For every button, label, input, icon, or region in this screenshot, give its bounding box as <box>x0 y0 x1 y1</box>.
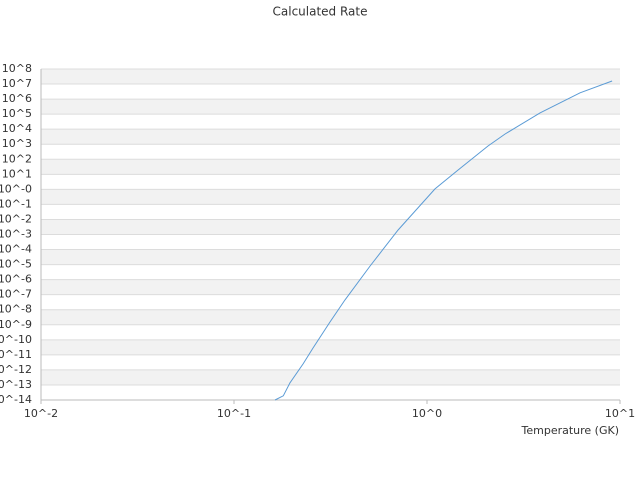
data-line <box>274 80 613 401</box>
grid-band <box>41 369 620 385</box>
grid-band <box>41 99 620 115</box>
y-tick-label: 10^-8 <box>0 303 32 316</box>
y-tick-label: 10^8 <box>2 62 32 75</box>
x-tick-label: 10^1 <box>605 407 635 420</box>
y-tick-label: 10^7 <box>2 77 32 90</box>
y-tick-label: 10^-0 <box>0 182 32 195</box>
grid-band <box>41 279 620 295</box>
y-tick-label: 10^-12 <box>0 363 32 376</box>
y-tick-label: 10^-5 <box>0 258 32 271</box>
y-tick-label: 10^-4 <box>0 243 32 256</box>
grid-band <box>41 249 620 265</box>
x-tick-label: 10^-1 <box>217 407 251 420</box>
y-tick-label: 10^-9 <box>0 318 32 331</box>
x-axis-label: Temperature (GK) <box>521 424 620 437</box>
x-tick-label: 10^0 <box>412 407 442 420</box>
y-tick-label: 10^-10 <box>0 333 32 346</box>
grid-band <box>41 159 620 175</box>
y-tick-label: 10^3 <box>2 137 32 150</box>
grid-band <box>41 69 620 85</box>
grid-band <box>41 339 620 355</box>
y-tick-label: 10^-6 <box>0 273 32 286</box>
grid-band <box>41 219 620 235</box>
y-tick-label: 10^-14 <box>0 393 32 406</box>
chart-title: Calculated Rate <box>273 5 368 19</box>
y-tick-label: 10^-1 <box>0 197 32 210</box>
y-tick-label: 10^1 <box>2 167 32 180</box>
y-tick-label: 10^4 <box>2 122 32 135</box>
y-tick-label: 10^-13 <box>0 378 32 391</box>
y-tick-label: 10^2 <box>2 152 32 165</box>
y-tick-label: 10^-11 <box>0 348 32 361</box>
grid-band <box>41 129 620 145</box>
x-tick-label: 10^-2 <box>24 407 58 420</box>
y-tick-label: 10^-3 <box>0 228 32 241</box>
grid-band <box>41 309 620 325</box>
y-tick-label: 10^5 <box>2 107 32 120</box>
y-tick-label: 10^6 <box>2 92 32 105</box>
y-tick-label: 10^-2 <box>0 212 32 225</box>
grid-band <box>41 189 620 205</box>
y-tick-label: 10^-7 <box>0 288 32 301</box>
